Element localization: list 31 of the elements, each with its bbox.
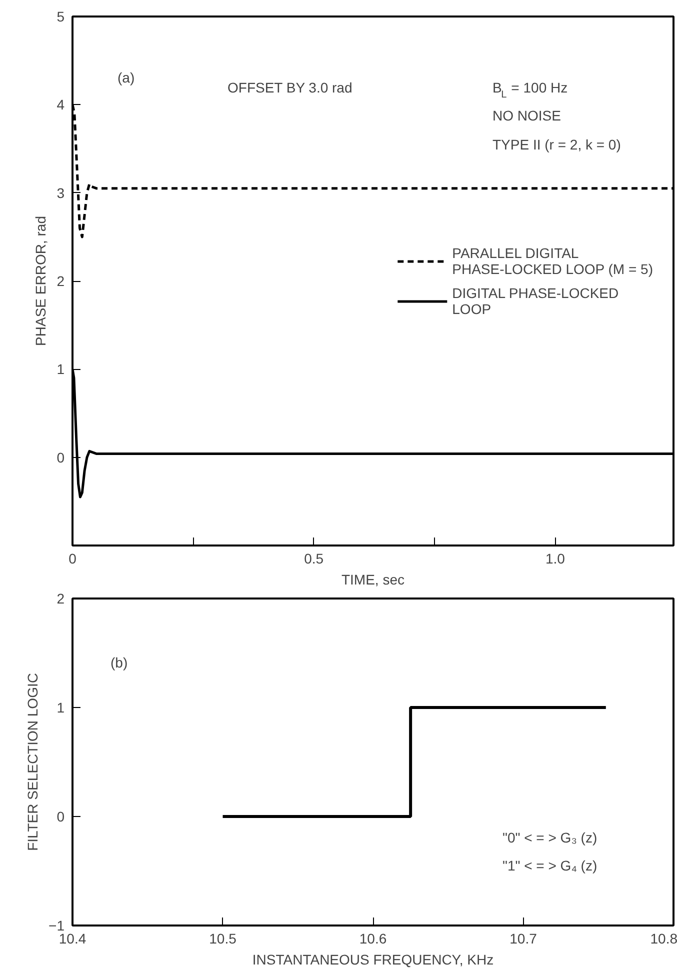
x-axis-title: TIME, sec (341, 572, 405, 588)
y-tick-label: 2 (56, 273, 65, 289)
y-axis-title: PHASE ERROR, rad (32, 216, 49, 346)
annotation: (a) (118, 70, 135, 86)
x-axis-title: INSTANTANEOUS FREQUENCY, KHz (252, 952, 494, 968)
annotation: "1" < = > G₄ (z) (502, 858, 598, 874)
x-tick-label: 10.5 (209, 930, 237, 946)
y-axis-title: FILTER SELECTION LOGIC (24, 673, 41, 851)
y-tick-label: 1 (56, 700, 65, 716)
annotation: TYPE II (r = 2, k = 0) (492, 136, 621, 152)
x-tick-label: 0.5 (304, 550, 324, 566)
annotation: NO NOISE (492, 108, 561, 124)
y-tick-label: 3 (56, 184, 65, 201)
x-tick-label: 10.7 (510, 930, 538, 946)
y-tick-label: 1 (56, 361, 65, 378)
x-tick-label: 0 (68, 550, 77, 566)
legend-label: PARALLEL DIGITAL PHASE-LOCKED LOOP (M = 5) (452, 244, 653, 276)
y-tick-label: −1 (48, 918, 65, 934)
x-tick-label: 10.4 (58, 930, 86, 946)
y-tick-label: 4 (56, 96, 65, 113)
y-tick-label: 2 (56, 590, 65, 606)
annotation: (b) (110, 654, 128, 670)
y-tick-label: 0 (56, 449, 65, 466)
x-tick-label: 10.6 (359, 930, 387, 946)
annotation: OFFSET BY 3.0 rad (228, 80, 352, 96)
x-tick-label: 1.0 (546, 550, 566, 566)
x-tick-label: 10.8 (650, 930, 677, 946)
y-tick-label: 5 (56, 8, 65, 24)
legend-label: DIGITAL PHASE-LOCKED LOOP (452, 284, 619, 316)
y-tick-label: 0 (56, 808, 65, 824)
annotation: "0" < = > G₃ (z) (502, 830, 598, 846)
